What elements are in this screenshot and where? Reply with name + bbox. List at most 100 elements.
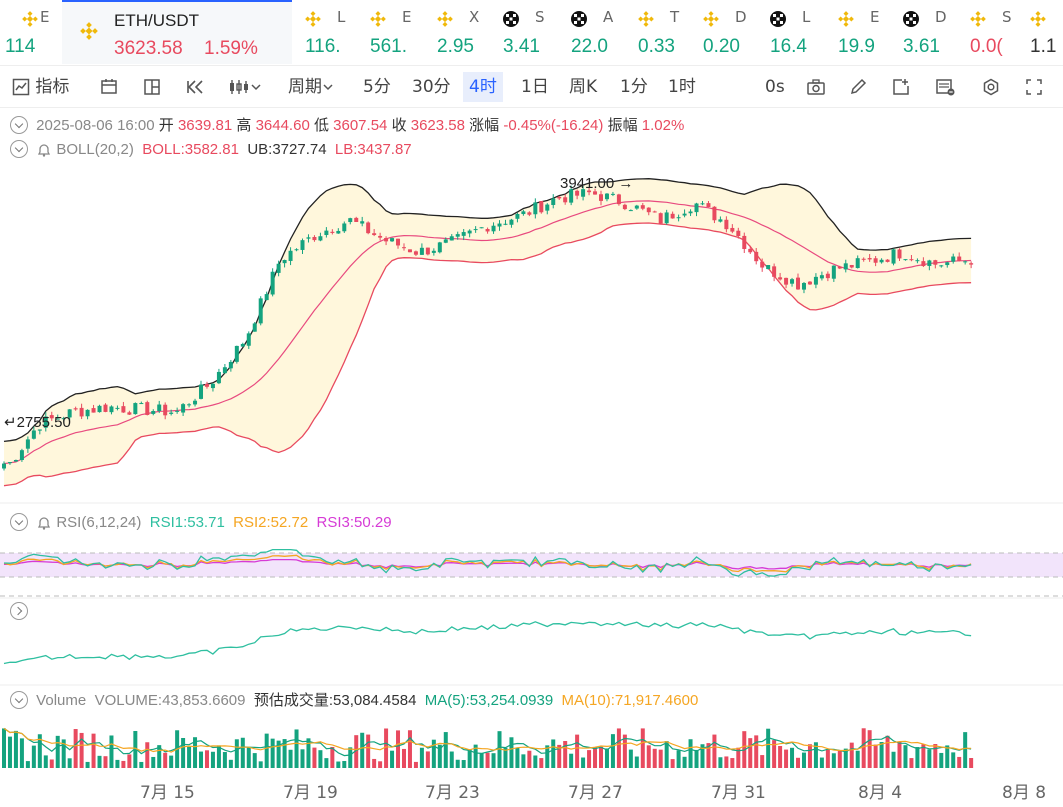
ticker-item[interactable]: S 3.41 [503,0,565,65]
ticker-price: 0.33 [638,36,675,57]
candle-body [569,189,574,203]
chart-type-button[interactable] [228,72,262,102]
time-axis-label: 7月 15 [140,783,195,803]
volume-bar [813,742,818,768]
period-dropdown[interactable]: 周期 [288,72,334,102]
ticker-item[interactable]: S 0.0( [970,0,1032,65]
replay-button[interactable] [186,72,206,102]
layout-button[interactable] [100,72,118,102]
fullscreen-button[interactable] [1025,72,1043,102]
volume-bar [533,755,538,768]
candle-body [527,212,532,215]
volume-bar [43,755,48,768]
interval-1h[interactable]: 1时 [668,77,696,97]
candle-body [270,271,275,295]
candle-body [252,323,257,332]
fullscreen-icon [1026,79,1042,95]
candle-body [479,227,484,229]
add-drawing-button[interactable] [892,72,910,102]
volume-bar [222,752,227,768]
candle-body [324,230,329,236]
collapse-chevron-icon[interactable] [10,513,28,532]
volume-ma5: MA(5):53,254.0939 [424,692,554,709]
candle-body [533,202,538,215]
ticker-item[interactable]: E 114 [0,0,62,65]
volume-bar [79,732,84,768]
volume-bar [55,735,60,768]
volume-bar [790,747,795,768]
interval-4h[interactable]: 4时 [463,72,503,102]
expand-indicator[interactable] [10,602,32,621]
candle-body [204,384,209,387]
candle-body [467,230,472,234]
candle-body [628,210,633,212]
candle-body [772,266,777,277]
volume-bar [204,750,209,768]
ticker-item[interactable]: L 16.4 [770,0,832,65]
settings-button[interactable] [982,72,1000,102]
candle-body [581,189,586,197]
candle-body [336,230,341,234]
boll-legend: BOLL(20,2) BOLL:3582.81 UB:3727.74 LB:34… [10,140,412,159]
volume-bar [246,747,251,768]
interval-5m[interactable]: 5分 [363,77,391,97]
candle-body [193,400,198,405]
active-ticker[interactable]: ETH/USDT 3623.58 1.59% [62,0,292,64]
candle-body [348,218,353,223]
collapse-chevron-icon[interactable] [10,691,28,710]
chevron-right-icon[interactable] [10,602,28,621]
interval-30m[interactable]: 30分 [412,77,451,97]
volume-bar [873,744,878,768]
candle-body [670,213,675,219]
collapse-chevron-icon[interactable] [10,140,28,159]
volume-bar [903,745,908,768]
volume-bar [694,749,699,768]
ticker-item[interactable]: D 3.61 [903,0,965,65]
volume-bar [652,748,657,768]
volume-bar [509,737,514,768]
volume-bar [754,735,759,768]
ticker-item[interactable]: X 2.95 [437,0,499,65]
bell-icon[interactable] [36,142,52,158]
volume-bar [539,758,544,768]
candle-body [384,238,389,242]
ticker-item[interactable]: D 0.20 [703,0,765,65]
ticker-item[interactable]: E 19.9 [838,0,900,65]
volume-bar [885,735,890,768]
ticker-item[interactable]: A 22.0 [571,0,633,65]
countdown-label: 0s [765,77,785,97]
collapse-chevron-icon[interactable] [10,116,28,135]
active-ticker-price: 3623.58 [114,38,183,59]
screenshot-button[interactable] [806,72,826,102]
hide-drawings-button[interactable] [935,72,955,102]
volume-bar [121,760,126,768]
draw-button[interactable] [849,72,867,102]
volume-bar [366,734,371,768]
volume-bar [407,730,412,768]
price-chart[interactable]: 3941.00 → ↵2755.50 [0,108,1063,778]
ticker-item[interactable]: T 0.33 [638,0,700,65]
candle-body [491,225,496,232]
interval-1w[interactable]: 周K [569,77,598,97]
candle-body [801,282,806,290]
ticker-item[interactable]: E 561. [370,0,432,65]
add-square-icon [893,79,909,95]
ticker-symbol: A [603,8,614,26]
volume-bar [939,752,944,768]
indicators-button[interactable]: 指标 [12,72,69,102]
volume-bar [563,741,568,768]
binance-icon [437,11,453,27]
ticker-item[interactable]: L 116. [305,0,367,65]
ticker-item[interactable]: 1.1 [1030,0,1063,65]
interval-1d[interactable]: 1日 [521,77,549,97]
volume-bar [843,748,848,768]
volume-ma10-line [3,727,972,753]
volume-bar [796,757,801,768]
rsi1-line [3,548,972,577]
volume-bar [736,747,741,768]
panel-button[interactable] [143,72,161,102]
interval-1m[interactable]: 1分 [620,77,648,97]
bell-icon[interactable] [36,515,52,531]
volume-bar [467,749,472,768]
volume-bar [551,739,556,768]
